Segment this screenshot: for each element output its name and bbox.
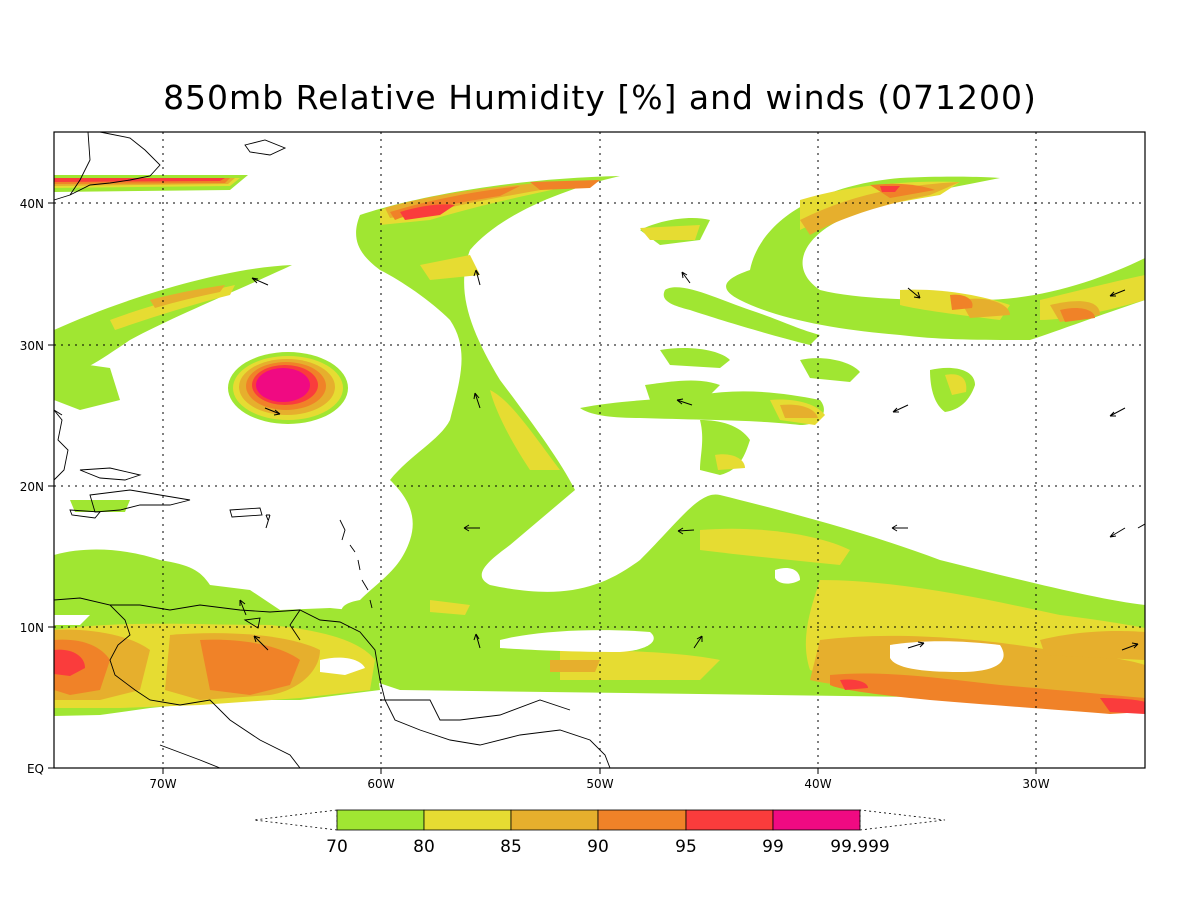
axis-ticks xyxy=(48,202,1037,774)
humidity-field xyxy=(54,175,1145,716)
colorbar-label-99999: 99.999 xyxy=(830,837,889,857)
map-title: 850mb Relative Humidity [%] and winds (0… xyxy=(163,78,1037,117)
lat-label-40n: 40N xyxy=(20,197,44,211)
colorbar-high-extension xyxy=(859,809,946,831)
colorbar-label-95: 95 xyxy=(675,837,697,857)
colorbar-swatch-90 xyxy=(597,809,687,831)
lon-label-30w: 30W xyxy=(1022,777,1049,791)
dry-pockets xyxy=(54,568,1004,675)
lat-label-10n: 10N xyxy=(20,621,44,635)
lat-label-20n: 20N xyxy=(20,480,44,494)
colorbar-label-85: 85 xyxy=(500,837,522,857)
colorbar: 70 80 85 90 95 99 99.999 xyxy=(253,809,946,857)
colorbar-label-80: 80 xyxy=(413,837,435,857)
wind-vectors xyxy=(53,269,1146,651)
lon-label-60w: 60W xyxy=(367,777,394,791)
colorbar-label-99: 99 xyxy=(762,837,784,857)
colorbar-swatch-80 xyxy=(423,809,512,831)
lat-label-eq: EQ xyxy=(27,762,44,776)
lon-label-50w: 50W xyxy=(586,777,613,791)
lat-label-30n: 30N xyxy=(20,339,44,353)
coastlines xyxy=(53,131,611,769)
hurricane-vortex xyxy=(228,352,348,424)
lon-label-40w: 40W xyxy=(804,777,831,791)
colorbar-swatch-95 xyxy=(685,809,774,831)
colorbar-label-90: 90 xyxy=(587,837,609,857)
colorbar-low-extension xyxy=(253,809,338,831)
colorbar-swatch-85 xyxy=(510,809,599,831)
graticule xyxy=(54,132,1145,768)
rh-95-area xyxy=(54,178,1145,714)
colorbar-swatch-99 xyxy=(772,809,861,831)
colorbar-swatch-70 xyxy=(336,809,425,831)
colorbar-label-70: 70 xyxy=(326,837,348,857)
lon-label-70w: 70W xyxy=(149,777,176,791)
